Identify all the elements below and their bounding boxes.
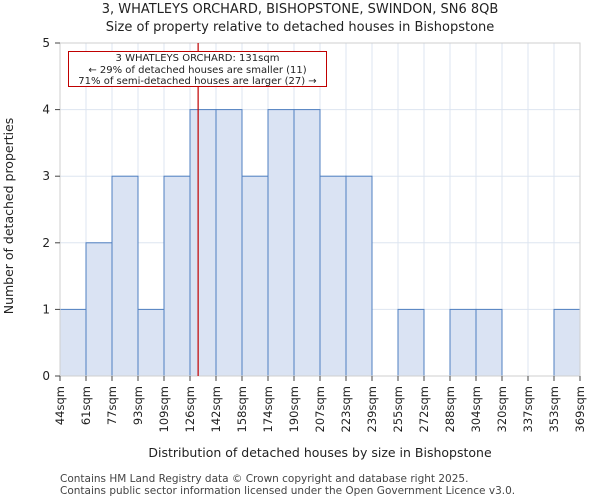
chart-subtitle: Size of property relative to detached ho… (105, 20, 495, 35)
histogram-bar (293, 109, 321, 377)
x-tick-label: 207sqm (313, 386, 327, 432)
histogram-bar (449, 308, 477, 377)
x-tick-label: 158sqm (235, 386, 249, 432)
y-tick-label: 0 (42, 369, 50, 383)
y-tick-label: 5 (42, 36, 50, 50)
histogram-bar (215, 109, 243, 377)
x-tick-label: 61sqm (79, 386, 93, 425)
y-tick-label: 2 (42, 236, 50, 250)
marker-annotation: 3 WHATLEYS ORCHARD: 131sqm ← 29% of deta… (68, 51, 327, 87)
y-tick-label: 1 (42, 302, 50, 316)
x-tick-label: 369sqm (573, 386, 587, 432)
bars-layer (59, 109, 581, 377)
histogram-bar (319, 175, 347, 377)
histogram-bar (111, 175, 139, 377)
histogram-bar (137, 308, 165, 377)
y-axis-label: Number of detached properties (1, 118, 16, 315)
footer-line-1: Contains HM Land Registry data © Crown c… (60, 473, 469, 485)
x-ticks: 44sqm 61sqm 77sqm 93sqm 109sqm 126sqm 142sqm 15… (53, 376, 587, 432)
histogram-bar (189, 109, 217, 377)
annotation-line-3: 71% of semi-detached houses are larger (… (78, 76, 317, 87)
histogram-bar (345, 175, 373, 377)
histogram-bar (475, 308, 503, 377)
histogram-bar (267, 109, 295, 377)
x-tick-label: 109sqm (157, 386, 171, 432)
footer-line-2: Contains public sector information licen… (60, 485, 516, 497)
x-tick-label: 223sqm (339, 386, 353, 432)
x-tick-label: 337sqm (521, 386, 535, 432)
x-tick-label: 320sqm (495, 386, 509, 432)
x-tick-label: 255sqm (391, 386, 405, 432)
histogram-bar (59, 308, 87, 377)
histogram-bar (397, 308, 425, 377)
x-tick-label: 93sqm (131, 386, 145, 425)
x-tick-label: 272sqm (417, 386, 431, 432)
x-tick-label: 353sqm (547, 386, 561, 432)
x-tick-label: 77sqm (105, 386, 119, 425)
histogram-bar (163, 175, 191, 377)
histogram-bar (241, 175, 269, 377)
y-tick-label: 3 (42, 169, 50, 183)
y-tick-label: 4 (42, 103, 50, 117)
x-tick-label: 288sqm (443, 386, 457, 432)
annotation-line-1: 3 WHATLEYS ORCHARD: 131sqm (115, 53, 280, 64)
annotation-line-2: ← 29% of detached houses are smaller (11… (88, 64, 307, 76)
x-tick-label: 304sqm (469, 386, 483, 432)
x-tick-label: 44sqm (53, 386, 67, 425)
y-ticks: 0 1 2 3 4 5 (42, 36, 60, 383)
x-tick-label: 174sqm (261, 386, 275, 432)
x-tick-label: 126sqm (183, 386, 197, 432)
x-tick-label: 239sqm (365, 386, 379, 432)
histogram-bar (85, 242, 113, 377)
chart-title: 3, WHATLEYS ORCHARD, BISHOPSTONE, SWINDO… (101, 2, 499, 17)
x-tick-label: 190sqm (287, 386, 301, 432)
x-axis-label: Distribution of detached houses by size … (148, 445, 492, 460)
histogram-bar (553, 308, 581, 377)
x-tick-label: 142sqm (209, 386, 223, 432)
